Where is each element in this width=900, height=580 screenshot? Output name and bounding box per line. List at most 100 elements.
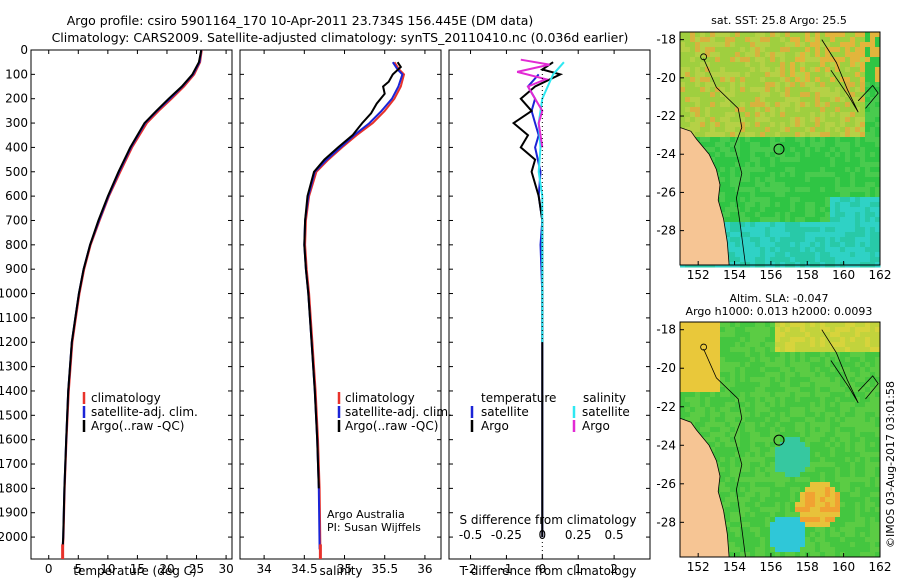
map-cell [830,527,836,533]
map-cell [825,192,831,198]
map-cell [815,177,821,183]
map-cell [765,92,771,98]
map-cell [860,322,866,328]
map-cell [775,342,781,348]
map-cell [860,372,866,378]
map-cell [855,407,861,413]
map-cell [770,517,776,523]
map-cell [850,177,856,183]
map-cell [700,122,706,128]
map-cell [855,362,861,368]
map-cell [800,517,806,523]
map-cell [865,82,871,88]
map-cell [785,477,791,483]
map-cell [830,402,836,408]
map-cell [840,62,846,68]
map-cell [845,502,851,508]
map-cell [770,417,776,423]
map-cell [810,42,816,48]
map-cell [765,122,771,128]
map-cell [720,467,726,473]
map-cell [730,522,736,528]
map-cell [825,322,831,328]
map-cell [755,42,761,48]
map-cell [840,117,846,123]
map-cell [850,112,856,118]
map-cell [775,107,781,113]
map-cell [780,172,786,178]
map-cell [795,382,801,388]
map-cell [850,192,856,198]
map-cell [875,252,881,258]
map-cell [805,237,811,243]
map-cell [755,532,761,538]
map-cell [735,332,741,338]
map-cell [755,422,761,428]
map-cell [850,352,856,358]
map-cell [820,187,826,193]
map-cell [825,62,831,68]
map-cell [765,47,771,53]
map-cell [790,162,796,168]
map-y-tick-label: -28 [656,515,676,529]
map-cell [800,152,806,158]
map-cell [805,382,811,388]
map-cell [860,382,866,388]
map-cell [690,77,696,83]
map-cell [840,532,846,538]
map-cell [730,172,736,178]
map-cell [735,232,741,238]
map-cell [750,427,756,433]
map-cell [790,417,796,423]
map-cell [770,332,776,338]
map-cell [815,492,821,498]
map-cell [790,232,796,238]
map-cell [740,157,746,163]
map-cell [830,507,836,513]
map-cell [725,442,731,448]
map-cell [705,322,711,328]
map-cell [775,547,781,553]
map-cell [870,502,876,508]
map-cell [775,517,781,523]
map-cell [750,97,756,103]
map-cell [865,347,871,353]
map-cell [835,412,841,418]
map-cell [830,82,836,88]
map-cell [820,372,826,378]
map-cell [770,92,776,98]
map-cell [775,417,781,423]
map-cell [770,217,776,223]
map-cell [870,537,876,543]
map-cell [850,422,856,428]
map-cell [780,472,786,478]
map-cell [770,537,776,543]
map-cell [795,72,801,78]
map-cell [835,207,841,213]
map-cell [740,442,746,448]
map-cell [705,57,711,63]
map-cell [790,217,796,223]
map-cell [720,77,726,83]
map-cell [765,107,771,113]
map-cell [730,462,736,468]
map-cell [860,242,866,248]
map-cell [835,237,841,243]
map-cell [820,227,826,233]
map-cell [715,67,721,73]
map-cell [740,67,746,73]
map-cell [685,37,691,43]
map-cell [715,52,721,58]
map-cell [750,62,756,68]
map-cell [875,152,881,158]
map-cell [755,102,761,108]
map-cell [745,407,751,413]
map-cell [705,347,711,353]
map-cell [865,427,871,433]
map-cell [725,177,731,183]
map-cell [705,352,711,358]
map-cell [860,522,866,528]
map-cell [735,177,741,183]
map-cell [810,412,816,418]
map-cell [865,327,871,333]
